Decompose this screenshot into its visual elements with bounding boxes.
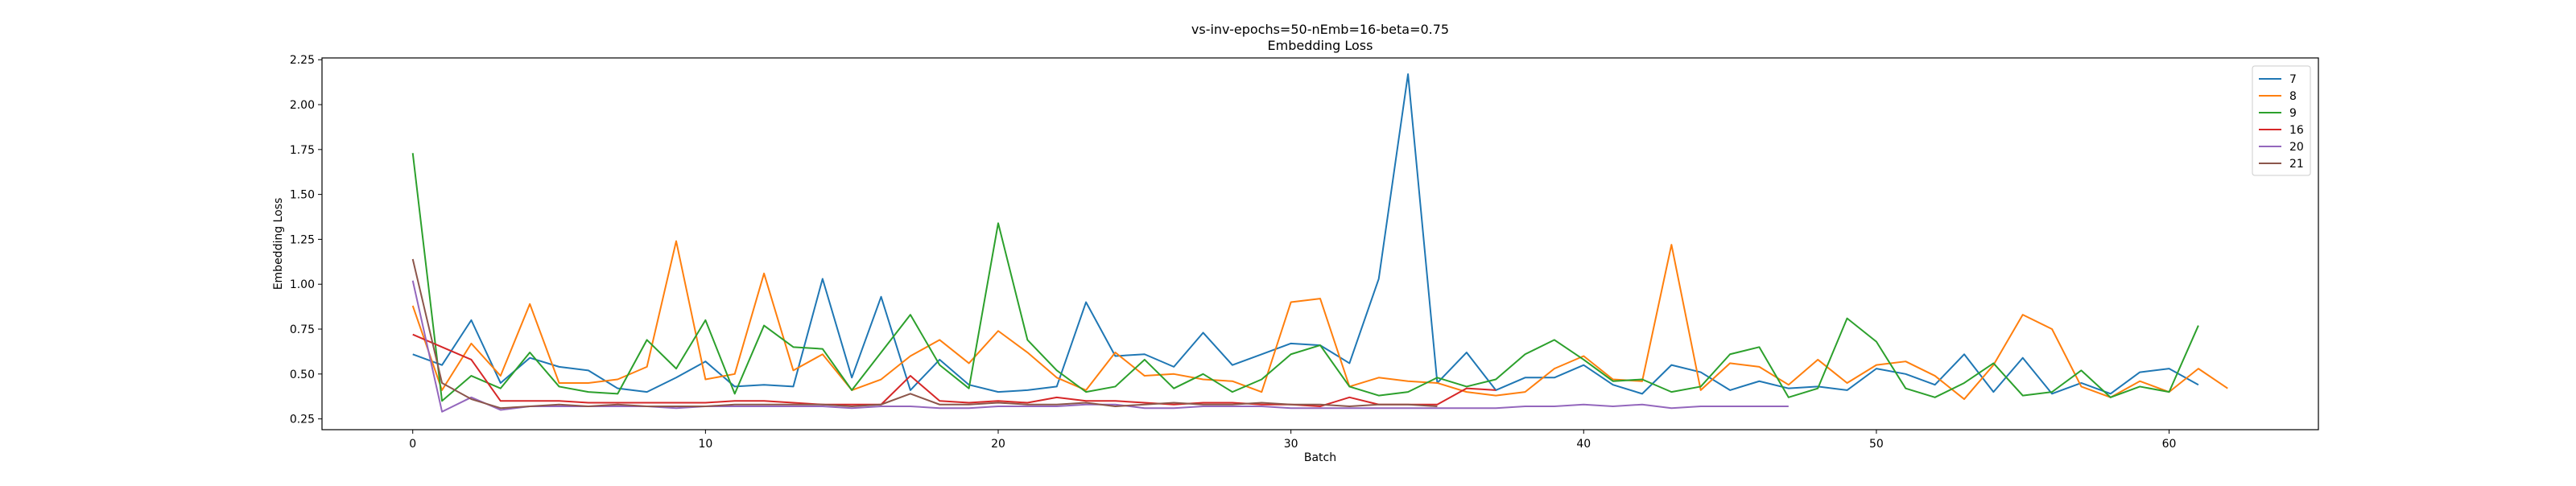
y-tick-label: 2.25	[290, 54, 315, 67]
series-line-16	[412, 333, 1496, 407]
series-line-7	[412, 73, 2199, 395]
y-tick-label: 1.75	[290, 144, 315, 157]
legend-label: 7	[2289, 73, 2297, 86]
y-tick-label: 1.00	[290, 278, 315, 291]
y-tick-label: 2.00	[290, 99, 315, 112]
legend-box	[2252, 65, 2311, 176]
x-tick-label: 60	[2162, 438, 2177, 451]
legend-label: 8	[2289, 90, 2297, 103]
plot-frame	[321, 57, 2319, 430]
y-tick-label: 1.25	[290, 233, 315, 246]
series-line-9	[411, 153, 2199, 402]
legend-label: 21	[2289, 158, 2304, 171]
plot-lines	[411, 73, 2228, 413]
y-tick-label: 0.50	[290, 369, 315, 381]
legend: 7 8 9 16 20 21	[2252, 65, 2311, 176]
series-line-8	[411, 240, 2228, 401]
y-axis-label: Embedding Loss	[272, 198, 285, 290]
series-line-21	[411, 258, 1438, 410]
chart-title: vs-inv-epochs=50-nEmb=16-beta=0.75	[1191, 22, 1449, 37]
x-tick-label: 0	[409, 438, 416, 451]
legend-label: 16	[2289, 124, 2304, 137]
x-tick-label: 50	[1869, 438, 1884, 451]
x-axis-label: Batch	[1304, 451, 1336, 464]
x-tick-label: 10	[698, 438, 712, 451]
y-tick-label: 0.25	[290, 414, 315, 426]
y-tick-label: 0.75	[290, 323, 315, 336]
axes: 0 10 20 30 40 50 60 0.25 0.50 0.75 1.00 1.25 1.50 1.7…	[290, 54, 2177, 451]
legend-label: 20	[2289, 141, 2304, 154]
chart-subtitle: Embedding Loss	[1268, 38, 1373, 53]
x-tick-label: 40	[1576, 438, 1591, 451]
x-tick-label: 30	[1284, 438, 1298, 451]
legend-label: 9	[2289, 107, 2297, 120]
y-tick-label: 1.50	[290, 189, 315, 202]
x-tick-label: 20	[991, 438, 1005, 451]
